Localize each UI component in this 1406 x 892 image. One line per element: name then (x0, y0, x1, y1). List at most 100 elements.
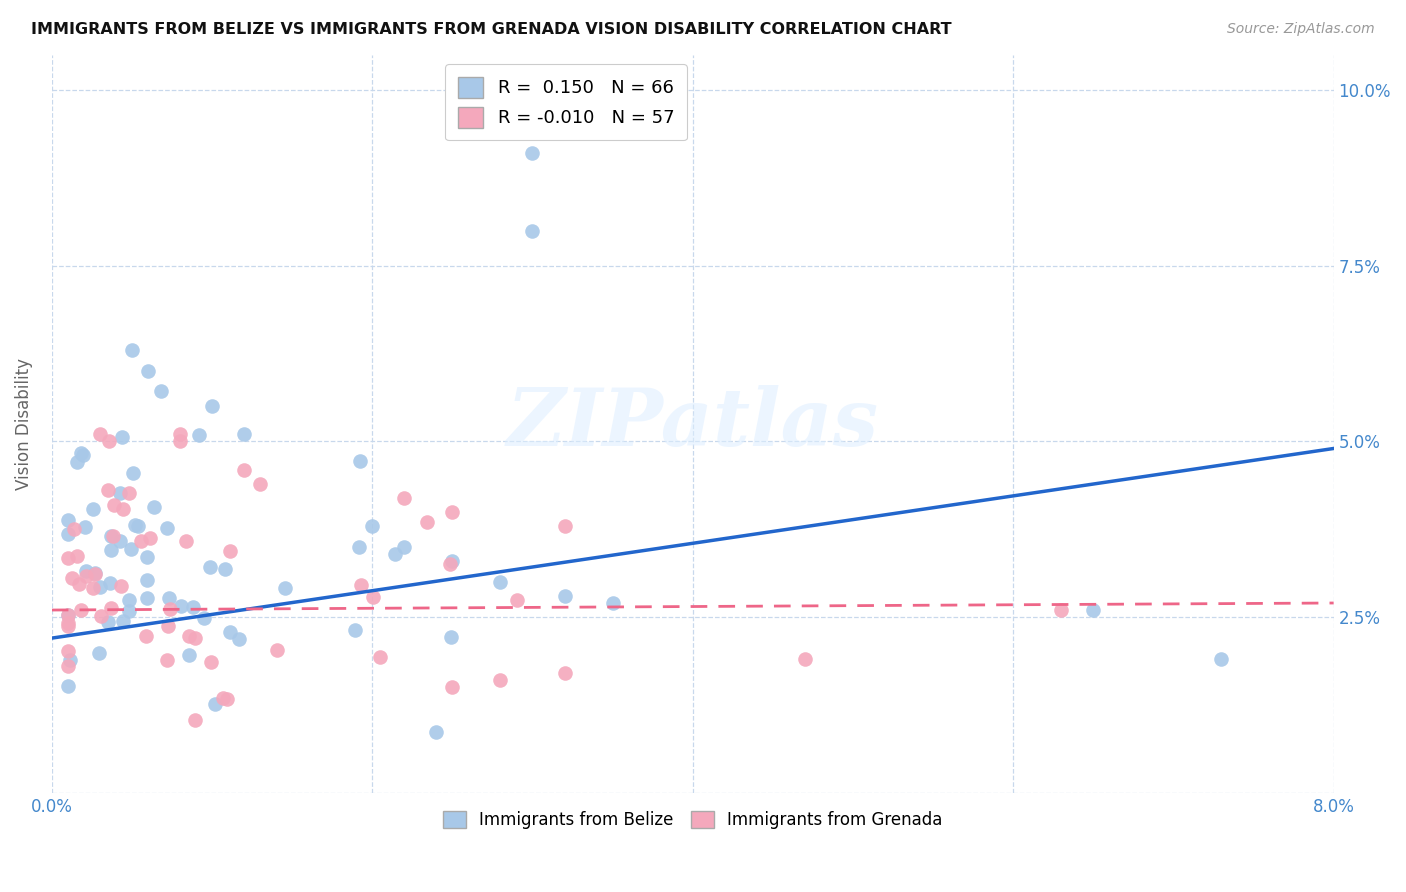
Point (90, 609, 112, 624)
Point (120, 541, 142, 556)
Point (56, 619, 79, 633)
Point (70, 603, 93, 617)
Point (100, 543, 122, 558)
Point (58, 644, 80, 658)
Point (602, 596, 624, 610)
Point (384, 547, 406, 561)
Point (103, 499, 125, 513)
Point (149, 384, 172, 399)
Point (110, 579, 132, 593)
Point (75, 569, 97, 583)
Point (266, 643, 288, 657)
Point (1083, 603, 1105, 617)
Point (159, 602, 181, 616)
Point (183, 600, 205, 615)
Point (177, 629, 200, 643)
Point (60, 571, 83, 585)
Point (176, 534, 198, 549)
Point (121, 466, 143, 480)
Point (439, 630, 461, 644)
Point (98, 434, 121, 448)
Point (169, 427, 191, 442)
Point (441, 681, 464, 695)
Point (170, 599, 193, 614)
Legend: Immigrants from Belize, Immigrants from Grenada: Immigrants from Belize, Immigrants from … (436, 805, 949, 836)
Point (228, 632, 250, 646)
Point (87, 646, 110, 660)
Point (368, 650, 391, 665)
Point (347, 540, 370, 554)
Point (111, 430, 134, 444)
Point (425, 724, 447, 739)
Point (553, 666, 575, 681)
Point (169, 434, 191, 449)
Point (56, 679, 79, 693)
Point (215, 692, 238, 706)
Point (82, 581, 104, 595)
Point (56, 513, 79, 527)
Point (118, 604, 141, 618)
Point (184, 713, 207, 727)
Point (66, 549, 89, 563)
Point (111, 502, 134, 516)
Point (233, 427, 256, 442)
Point (72, 448, 94, 462)
Point (156, 619, 179, 633)
Point (188, 427, 211, 442)
Point (201, 400, 224, 414)
Point (75, 520, 97, 534)
Point (350, 578, 373, 592)
Point (361, 518, 384, 533)
Point (198, 559, 221, 574)
Point (441, 554, 464, 568)
Point (56, 607, 79, 622)
Point (84, 566, 107, 581)
Point (56, 615, 79, 630)
Point (66, 455, 89, 469)
Point (110, 486, 132, 500)
Point (108, 533, 131, 548)
Point (89, 580, 111, 594)
Point (82, 501, 104, 516)
Point (129, 533, 152, 548)
Point (200, 655, 222, 669)
Point (177, 648, 200, 662)
Point (97, 483, 120, 498)
Point (84, 566, 107, 580)
Point (127, 518, 149, 533)
Point (1050, 603, 1073, 617)
Point (100, 600, 122, 615)
Point (156, 653, 179, 667)
Point (349, 453, 371, 467)
Point (98, 576, 121, 591)
Point (101, 529, 124, 543)
Point (67, 577, 90, 591)
Point (136, 573, 159, 587)
Point (363, 590, 385, 604)
Point (142, 500, 165, 514)
Text: ZIPatlas: ZIPatlas (506, 385, 879, 463)
Point (135, 629, 157, 643)
Point (184, 631, 207, 645)
Point (553, 589, 575, 603)
Point (75, 564, 97, 578)
Point (111, 614, 134, 628)
Point (59, 653, 82, 667)
Point (212, 691, 235, 706)
Point (124, 517, 146, 532)
Point (117, 486, 139, 500)
Point (56, 527, 79, 541)
Point (157, 591, 180, 606)
Point (218, 624, 240, 639)
Point (89, 427, 111, 442)
Point (394, 491, 416, 505)
Point (441, 505, 464, 519)
Point (439, 557, 461, 571)
Point (136, 364, 159, 378)
Point (489, 673, 512, 688)
Point (522, 224, 544, 238)
Point (63, 522, 86, 536)
Point (118, 592, 141, 607)
Point (274, 582, 297, 596)
Point (506, 593, 529, 607)
